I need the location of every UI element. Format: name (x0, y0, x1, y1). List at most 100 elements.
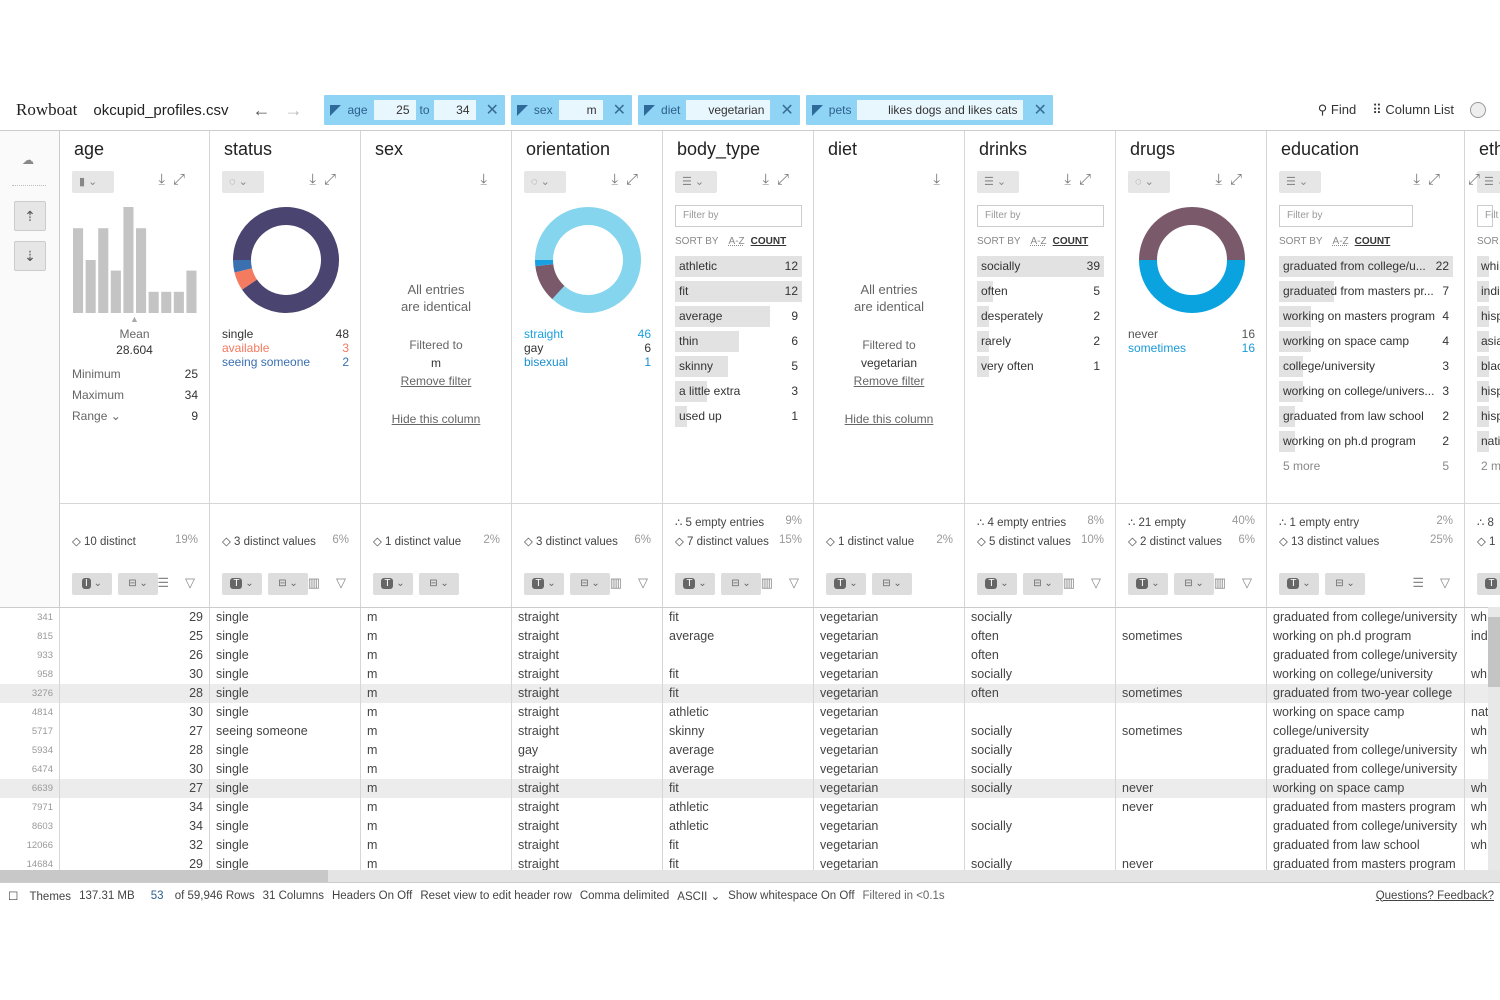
cell-status[interactable]: single (210, 741, 361, 760)
list-item[interactable]: athletic 12 (675, 256, 802, 277)
cell-orientation[interactable]: straight (512, 836, 663, 855)
cell-sex[interactable]: m (361, 703, 512, 722)
list-item[interactable]: used up 1 (675, 406, 802, 427)
cell-sex[interactable]: m (361, 627, 512, 646)
format-dropdown[interactable]: ⊟ ⌄ (570, 573, 610, 595)
data-type-dropdown[interactable]: T ⌄ (1477, 573, 1500, 595)
cell-status[interactable]: seeing someone (210, 722, 361, 741)
cell-age[interactable]: 29 (60, 855, 210, 874)
horizontal-scrollbar[interactable] (0, 870, 1500, 882)
columns-icon[interactable]: ▥ (1213, 575, 1226, 590)
list-item[interactable]: very often 1 (977, 356, 1104, 377)
cell-age[interactable]: 25 (60, 627, 210, 646)
columns-icon[interactable]: ▥ (760, 575, 773, 590)
cell-drugs[interactable] (1116, 741, 1267, 760)
cell-diet[interactable]: vegetarian (814, 722, 965, 741)
cell-drinks[interactable]: socially (965, 741, 1116, 760)
orientation-donut-chart[interactable] (533, 205, 643, 315)
cell-diet[interactable]: vegetarian (814, 836, 965, 855)
cell-orientation[interactable]: straight (512, 722, 663, 741)
cell-diet[interactable]: vegetarian (814, 703, 965, 722)
list-item[interactable]: college/university 3 (1279, 356, 1453, 377)
list-item[interactable]: often 5 (977, 281, 1104, 302)
cell-education[interactable]: graduated from masters program (1267, 855, 1465, 874)
list-item[interactable]: whi (1477, 256, 1499, 277)
list-item[interactable]: skinny 5 (675, 356, 802, 377)
data-type-dropdown[interactable]: I ⌄ (72, 573, 112, 595)
download-icon[interactable]: ⤓ (762, 171, 777, 188)
chart-type-dropdown[interactable]: ◌ ⌄ (222, 171, 264, 193)
cell-diet[interactable]: vegetarian (814, 760, 965, 779)
list-item[interactable]: blac (1477, 356, 1500, 377)
legend-item[interactable]: straight 46 (524, 327, 651, 341)
table-row[interactable]: 14684 29 single m straight fit vegetarian socia… (0, 855, 1500, 874)
remove-filter-link[interactable]: Remove filter (853, 374, 925, 388)
row-index[interactable]: 6639 (0, 779, 60, 798)
vertical-scrollbar[interactable] (1488, 607, 1500, 870)
cell-body_type[interactable]: fit (663, 665, 814, 684)
cell-diet[interactable]: vegetarian (814, 741, 965, 760)
cell-sex[interactable]: m (361, 836, 512, 855)
filter-icon[interactable]: ▽ (789, 575, 799, 590)
legend-item[interactable]: bisexual 1 (524, 355, 651, 369)
cell-orientation[interactable]: straight (512, 703, 663, 722)
expand-icon[interactable]: ⤢ (1427, 171, 1448, 188)
table-row[interactable]: 12066 32 single m straight fit vegetarian gradu… (0, 836, 1500, 855)
cell-education[interactable]: working on ph.d program (1267, 627, 1465, 646)
forward-arrow-icon[interactable]: → (284, 99, 303, 120)
remove-filter-link[interactable]: Remove filter (400, 374, 472, 388)
cell-drinks[interactable] (965, 836, 1116, 855)
expand-icon[interactable]: ⤢ (323, 171, 344, 188)
cell-body_type[interactable]: athletic (663, 798, 814, 817)
cell-drugs[interactable] (1116, 817, 1267, 836)
cell-age[interactable]: 28 (60, 741, 210, 760)
table-row[interactable]: 5717 27 seeing someone m straight skinny veget… (0, 722, 1500, 741)
format-dropdown[interactable]: ⊟ ⌄ (118, 573, 158, 595)
cell-status[interactable]: single (210, 646, 361, 665)
download-icon[interactable]: ⇣ (14, 241, 46, 271)
cell-drugs[interactable] (1116, 703, 1267, 722)
cell-drugs[interactable]: sometimes (1116, 684, 1267, 703)
download-icon[interactable]: ⤓ (933, 171, 948, 188)
cell-sex[interactable]: m (361, 779, 512, 798)
table-row[interactable]: 933 26 single m straight vegetarian often gradu… (0, 646, 1500, 665)
cell-diet[interactable]: vegetarian (814, 817, 965, 836)
cell-status[interactable]: single (210, 608, 361, 627)
cell-drinks[interactable]: socially (965, 779, 1116, 798)
columns-icon[interactable]: ▥ (1062, 575, 1075, 590)
cell-body_type[interactable]: fit (663, 779, 814, 798)
cell-education[interactable]: working on space camp (1267, 703, 1465, 722)
reset-view-button[interactable]: Reset view to edit header row (420, 889, 572, 902)
cell-drugs[interactable] (1116, 665, 1267, 684)
chart-type-dropdown[interactable]: ◌ ⌄ (1128, 171, 1170, 193)
cell-diet[interactable]: vegetarian (814, 608, 965, 627)
row-index[interactable]: 933 (0, 646, 60, 665)
data-type-dropdown[interactable]: T ⌄ (222, 573, 262, 595)
list-item[interactable]: desperately 2 (977, 306, 1104, 327)
data-type-dropdown[interactable]: T ⌄ (1279, 573, 1319, 595)
cell-orientation[interactable]: straight (512, 665, 663, 684)
row-index[interactable]: 815 (0, 627, 60, 646)
table-row[interactable]: 3276 28 single m straight fit vegetarian often s… (0, 684, 1500, 703)
list-item[interactable]: graduated from masters pr... 7 (1279, 281, 1453, 302)
cell-eth[interactable]: wh (1465, 779, 1500, 798)
format-dropdown[interactable]: ⊟ ⌄ (1023, 573, 1063, 595)
drugs-donut-chart[interactable] (1137, 205, 1247, 315)
list-item[interactable]: average 9 (675, 306, 802, 327)
cell-body_type[interactable]: fit (663, 684, 814, 703)
cell-orientation[interactable]: straight (512, 608, 663, 627)
cell-age[interactable]: 27 (60, 779, 210, 798)
list-item[interactable]: socially 39 (977, 256, 1104, 277)
pets-filter-input[interactable]: likes dogs and likes cats (857, 100, 1024, 120)
list-item[interactable]: thin 6 (675, 331, 802, 352)
column-title[interactable]: status (224, 139, 273, 159)
cell-eth[interactable]: wh (1465, 741, 1500, 760)
table-row[interactable]: 7971 34 single m straight athletic vegetarian n… (0, 798, 1500, 817)
table-row[interactable]: 6474 30 single m straight average vegetarian so… (0, 760, 1500, 779)
data-type-dropdown[interactable]: T ⌄ (826, 573, 866, 595)
format-dropdown[interactable]: ⊟ ⌄ (419, 573, 459, 595)
cell-drugs[interactable]: never (1116, 779, 1267, 798)
chart-type-dropdown[interactable]: ☰ ⌄ (1279, 171, 1321, 193)
format-dropdown[interactable]: ⊟ ⌄ (872, 573, 912, 595)
headers-toggle[interactable]: Headers On Off (331, 889, 413, 902)
